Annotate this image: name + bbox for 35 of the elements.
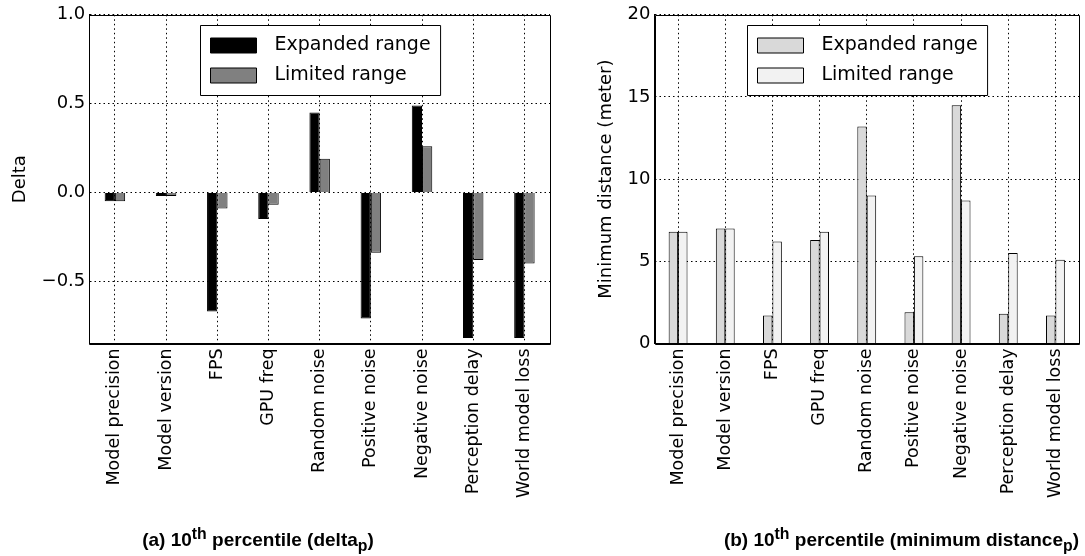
x-tick-label: FPS <box>760 348 781 381</box>
y-axis-title: Delta <box>8 155 30 204</box>
x-tick-label: Negative noise <box>949 348 970 480</box>
legend-label: Limited range <box>821 62 954 85</box>
x-tick-label: GPU freq <box>257 348 278 426</box>
x-tick-label: Positive noise <box>359 348 380 469</box>
text: (b) 10$^{th}$ percentile (minimum distance$_{p}$) <box>722 524 1079 556</box>
x-tick-label: FPS <box>205 348 226 381</box>
y-tick-label: −0.5 <box>41 268 86 290</box>
x-tick-label: Model version <box>713 348 734 471</box>
y-axis-title: Minimum distance (meter) <box>594 59 616 299</box>
x-tick-label: Model precision <box>666 348 687 486</box>
legend-label: Expanded range <box>274 32 431 55</box>
text: (a) 10$^{th}$ percentile (delta$_{p}$) <box>141 524 375 556</box>
x-tick-label: Perception delay <box>461 348 482 495</box>
legend-label: Limited range <box>274 62 407 85</box>
x-tick-label: GPU freq <box>808 348 829 426</box>
x-tick-label: Model precision <box>103 348 124 486</box>
x-tick-label: Negative noise <box>410 348 431 480</box>
x-tick-label: Random noise <box>855 348 876 473</box>
y-tick-label: 0.5 <box>56 91 86 113</box>
y-tick-label: 0 <box>639 331 651 353</box>
x-tick-label: World model loss <box>512 348 533 499</box>
x-tick-label: Positive noise <box>902 348 923 469</box>
y-tick-label: 5 <box>639 248 651 270</box>
x-tick-label: World model loss <box>1043 348 1064 499</box>
x-tick-label: Perception delay <box>996 348 1017 495</box>
y-tick-label: 15 <box>627 84 651 106</box>
y-tick-label: 0.0 <box>56 180 86 202</box>
legend-label: Expanded range <box>821 32 978 55</box>
x-tick-label: Model version <box>154 348 175 471</box>
y-tick-label: 10 <box>627 166 651 188</box>
y-tick-label: 1.0 <box>56 2 86 24</box>
x-tick-label: Random noise <box>308 348 329 473</box>
y-tick-label: 20 <box>627 2 651 24</box>
